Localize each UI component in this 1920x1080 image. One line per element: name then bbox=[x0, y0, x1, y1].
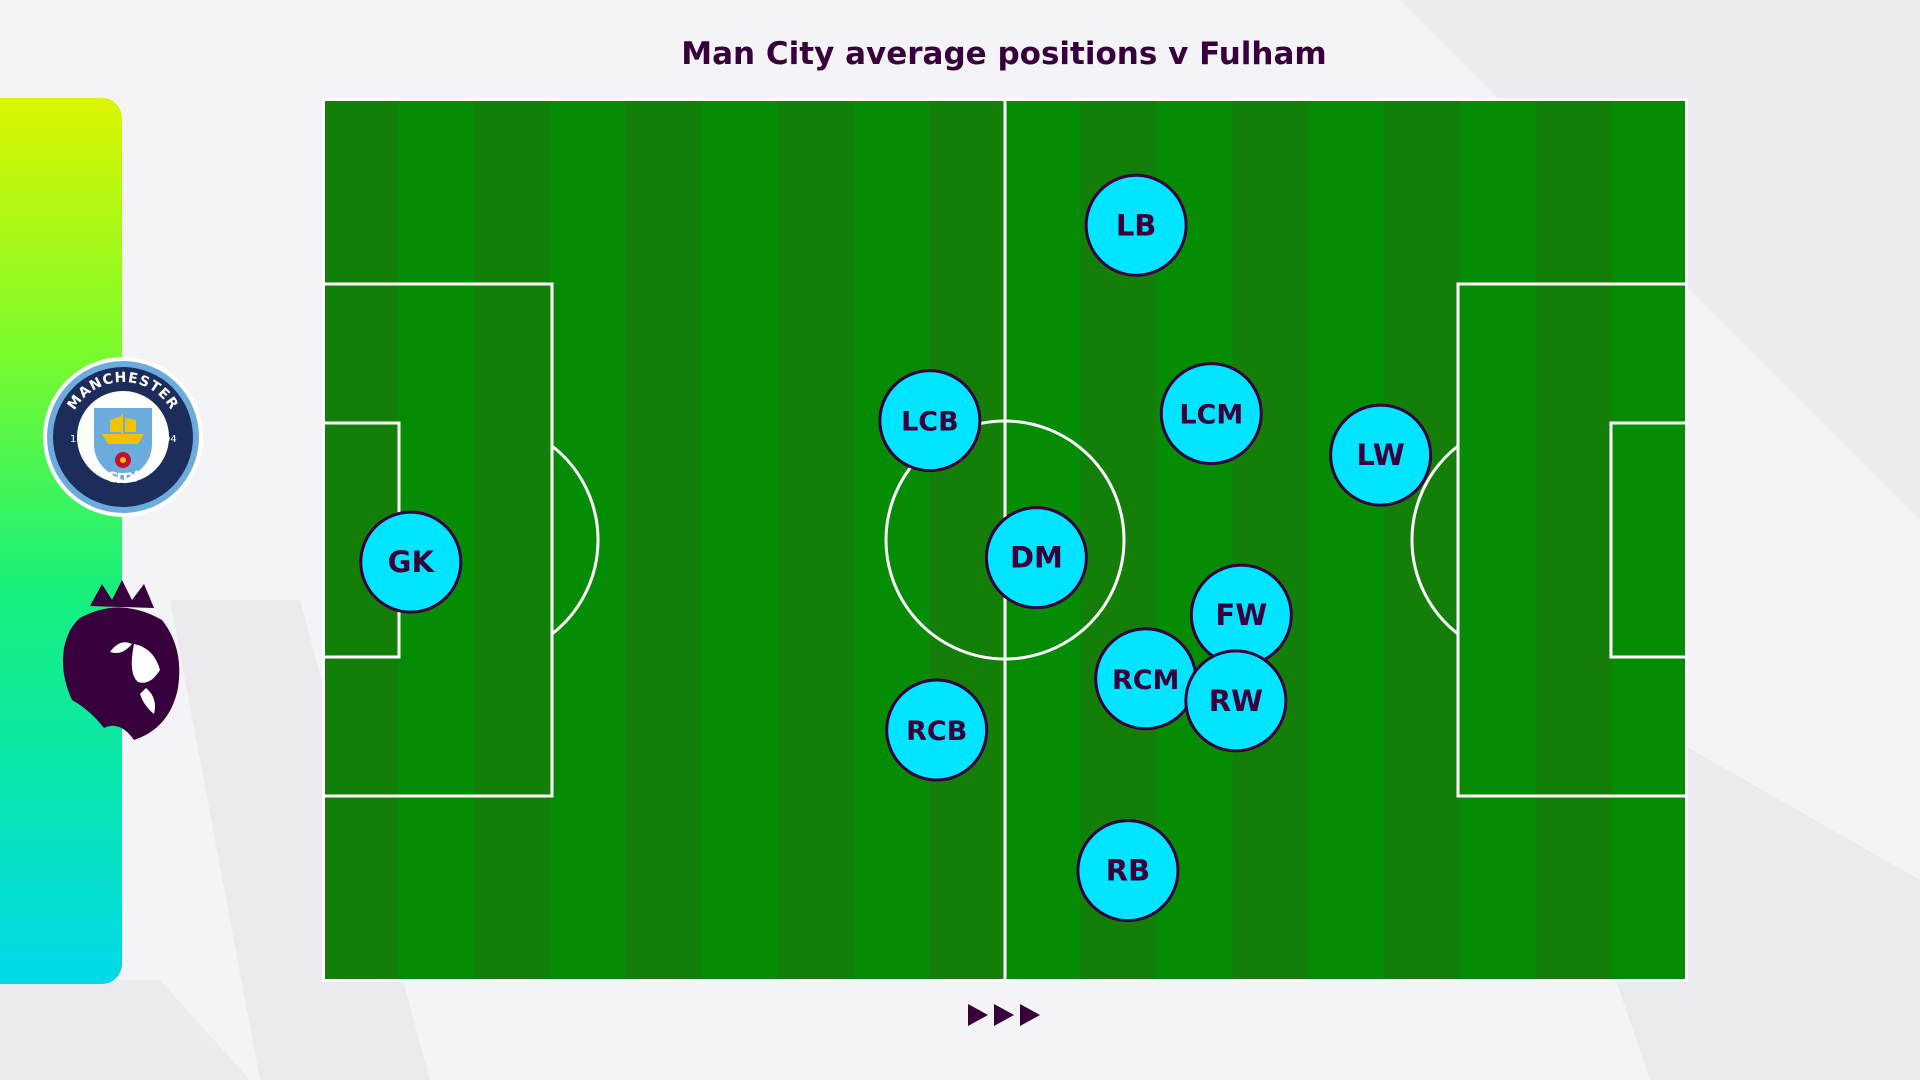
left-penalty-arc bbox=[551, 444, 600, 636]
left-penalty-area bbox=[322, 282, 554, 798]
player-marker-gk: GK bbox=[359, 510, 463, 614]
player-marker-rw: RW bbox=[1184, 649, 1288, 753]
pitch-stripe bbox=[1612, 98, 1688, 982]
right-six-yard-box bbox=[1609, 421, 1688, 659]
man-city-crest-icon: MANCHESTER CITY 18 94 bbox=[43, 357, 203, 517]
player-label: RCM bbox=[1112, 665, 1179, 696]
pitch-stripe bbox=[1536, 98, 1613, 982]
player-circle bbox=[1329, 403, 1433, 507]
player-label: LCM bbox=[1179, 400, 1243, 431]
player-circle bbox=[885, 678, 989, 782]
crest-year-right: 94 bbox=[164, 434, 177, 445]
football-pitch: GK LCB RCB DM LB LCM RCM FW RW LW RB bbox=[322, 98, 1688, 982]
svg-text:CITY: CITY bbox=[105, 468, 142, 487]
right-penalty-area bbox=[1456, 282, 1688, 798]
player-label: RCB bbox=[906, 716, 967, 747]
player-marker-lcm: LCM bbox=[1159, 362, 1263, 466]
player-circle bbox=[359, 510, 463, 614]
player-marker-rcb: RCB bbox=[885, 678, 989, 782]
player-marker-rb: RB bbox=[1076, 819, 1180, 923]
pitch-stripe bbox=[1460, 98, 1537, 982]
player-circle bbox=[1084, 173, 1188, 277]
crest-year-left: 18 bbox=[70, 434, 83, 445]
player-marker-lcb: LCB bbox=[878, 369, 982, 473]
player-label: LCB bbox=[901, 407, 959, 438]
player-circle bbox=[984, 506, 1088, 610]
triple-arrow-right-icon[interactable] bbox=[968, 1004, 1042, 1026]
crest-text-bottom: CITY bbox=[105, 468, 142, 487]
chart-title: Man City average positions v Fulham bbox=[681, 36, 1327, 72]
pitch-stripe bbox=[625, 98, 702, 982]
gradient-side-bar bbox=[0, 98, 122, 984]
player-label: FW bbox=[1215, 598, 1267, 632]
player-marker-dm: DM bbox=[984, 506, 1088, 610]
player-circle bbox=[1076, 819, 1180, 923]
player-marker-fw: FW bbox=[1189, 563, 1293, 667]
pitch-stripe bbox=[853, 98, 930, 982]
player-marker-lb: LB bbox=[1084, 173, 1188, 277]
pitch-stripe bbox=[1308, 98, 1385, 982]
pitch-stripe bbox=[1232, 98, 1310, 982]
player-circle bbox=[1159, 362, 1263, 466]
player-label: RW bbox=[1209, 684, 1263, 718]
right-penalty-arc bbox=[1410, 444, 1459, 636]
player-circle bbox=[1184, 649, 1288, 753]
pitch-markings bbox=[322, 98, 1688, 982]
premier-league-lion-icon bbox=[63, 580, 180, 740]
player-label: LW bbox=[1357, 438, 1405, 472]
centre-circle bbox=[884, 419, 1126, 661]
player-markers: GK LCB RCB DM LB LCM RCM FW RW LW RB bbox=[359, 173, 1433, 923]
pitch-stripe bbox=[549, 98, 627, 982]
pitch-stripe bbox=[473, 98, 551, 982]
player-marker-rcm: RCM bbox=[1094, 627, 1198, 731]
player-marker-lw: LW bbox=[1329, 403, 1433, 507]
player-label: GK bbox=[388, 545, 436, 579]
player-circle bbox=[878, 369, 982, 473]
pitch-stripe bbox=[777, 98, 854, 982]
pitch-stripe bbox=[1384, 98, 1461, 982]
player-label: RB bbox=[1106, 854, 1150, 888]
pitch-stripe bbox=[701, 98, 778, 982]
player-label: DM bbox=[1010, 541, 1063, 575]
player-label: LB bbox=[1116, 208, 1157, 242]
